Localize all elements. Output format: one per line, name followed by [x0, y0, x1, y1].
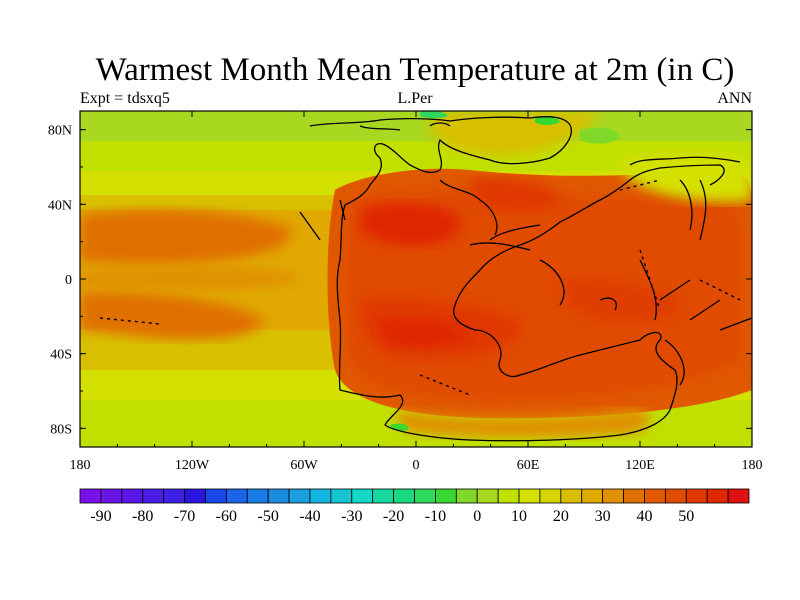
colorbar-swatch [267, 488, 290, 504]
plot-title: Warmest Month Mean Temperature at 2m (in… [95, 52, 735, 88]
colorbar-swatch [476, 488, 499, 504]
colorbar-swatch [121, 488, 144, 504]
colorbar-swatch [497, 488, 520, 504]
colorbar-swatch [142, 488, 165, 504]
colorbar-label: 10 [511, 508, 527, 525]
colorbar-swatch [685, 488, 708, 504]
colorbar-label: 50 [678, 508, 694, 525]
coastlines [299, 116, 753, 442]
x-tick-label: 60E [517, 458, 540, 473]
colorbar-label: -60 [216, 508, 237, 525]
period-label: L.Per [397, 90, 433, 107]
colorbar-swatch [205, 488, 227, 504]
colorbar-label: -70 [174, 508, 195, 525]
colorbar-swatch [644, 488, 666, 504]
colorbar-swatch [727, 488, 750, 504]
x-tick-label: 120E [625, 458, 655, 473]
colorbar-label: -90 [90, 508, 111, 525]
colorbar-swatch [435, 488, 457, 504]
colorbar-swatch [330, 488, 353, 504]
season-label: ANN [717, 90, 752, 107]
colorbar-swatch [184, 488, 206, 504]
x-tick-label: 0 [413, 458, 420, 473]
x-tick-label: 180 [70, 458, 91, 473]
island-chains [99, 179, 741, 396]
colorbar-label: 20 [553, 508, 569, 525]
y-tick-label: 80S [50, 422, 72, 437]
colorbar-swatch [602, 488, 624, 504]
colorbar-label: -20 [383, 508, 404, 525]
colorbar-swatch [623, 488, 645, 504]
colorbar-swatch [539, 488, 562, 504]
y-tick-label: 40S [50, 348, 72, 363]
colorbar-label: -30 [341, 508, 362, 525]
y-tick-label: 40N [48, 198, 72, 213]
colorbar-swatch [372, 488, 394, 504]
colorbar-swatch [225, 488, 248, 504]
colorbar-swatch [414, 488, 436, 504]
colorbar-swatch [163, 488, 185, 504]
colorbar-swatch [288, 488, 311, 504]
colorbar-label: -10 [425, 508, 446, 525]
y-tick-label: 80N [48, 124, 72, 139]
colorbar-label: -40 [299, 508, 320, 525]
colorbar-swatch [393, 488, 415, 504]
colorbar-swatch [581, 488, 604, 504]
y-tick-label: 0 [65, 273, 72, 288]
axis-labels: 180 120W 60W 0 60E 120E 180 80N 40N 0 40S 80S [48, 124, 763, 473]
experiment-label: Expt = tdsxq5 [80, 90, 170, 107]
colorbar [79, 488, 750, 504]
colorbar-swatch [518, 488, 541, 504]
colorbar-swatch [309, 488, 332, 504]
temperature-field [80, 111, 752, 447]
colorbar-swatch [706, 488, 729, 504]
colorbar-label: 40 [636, 508, 652, 525]
colorbar-swatch [351, 488, 374, 504]
axis-ticks [79, 111, 753, 447]
colorbar-label: 30 [595, 508, 611, 525]
colorbar-swatch [100, 488, 123, 504]
colorbar-swatch [560, 488, 583, 504]
x-tick-label: 60W [290, 458, 318, 473]
colorbar-labels: -90 -80 -70 -60 -50 -40 -30 -20 -10 0 10 20 30 40 50 [90, 508, 694, 525]
colorbar-label: -50 [257, 508, 278, 525]
colorbar-label: 0 [473, 508, 481, 525]
colorbar-swatch [246, 488, 269, 504]
colorbar-label: -80 [132, 508, 153, 525]
x-tick-label: 120W [175, 458, 210, 473]
colorbar-swatch [455, 488, 478, 504]
x-tick-label: 180 [742, 458, 763, 473]
colorbar-swatch [664, 488, 687, 504]
colorbar-swatch [79, 488, 102, 504]
